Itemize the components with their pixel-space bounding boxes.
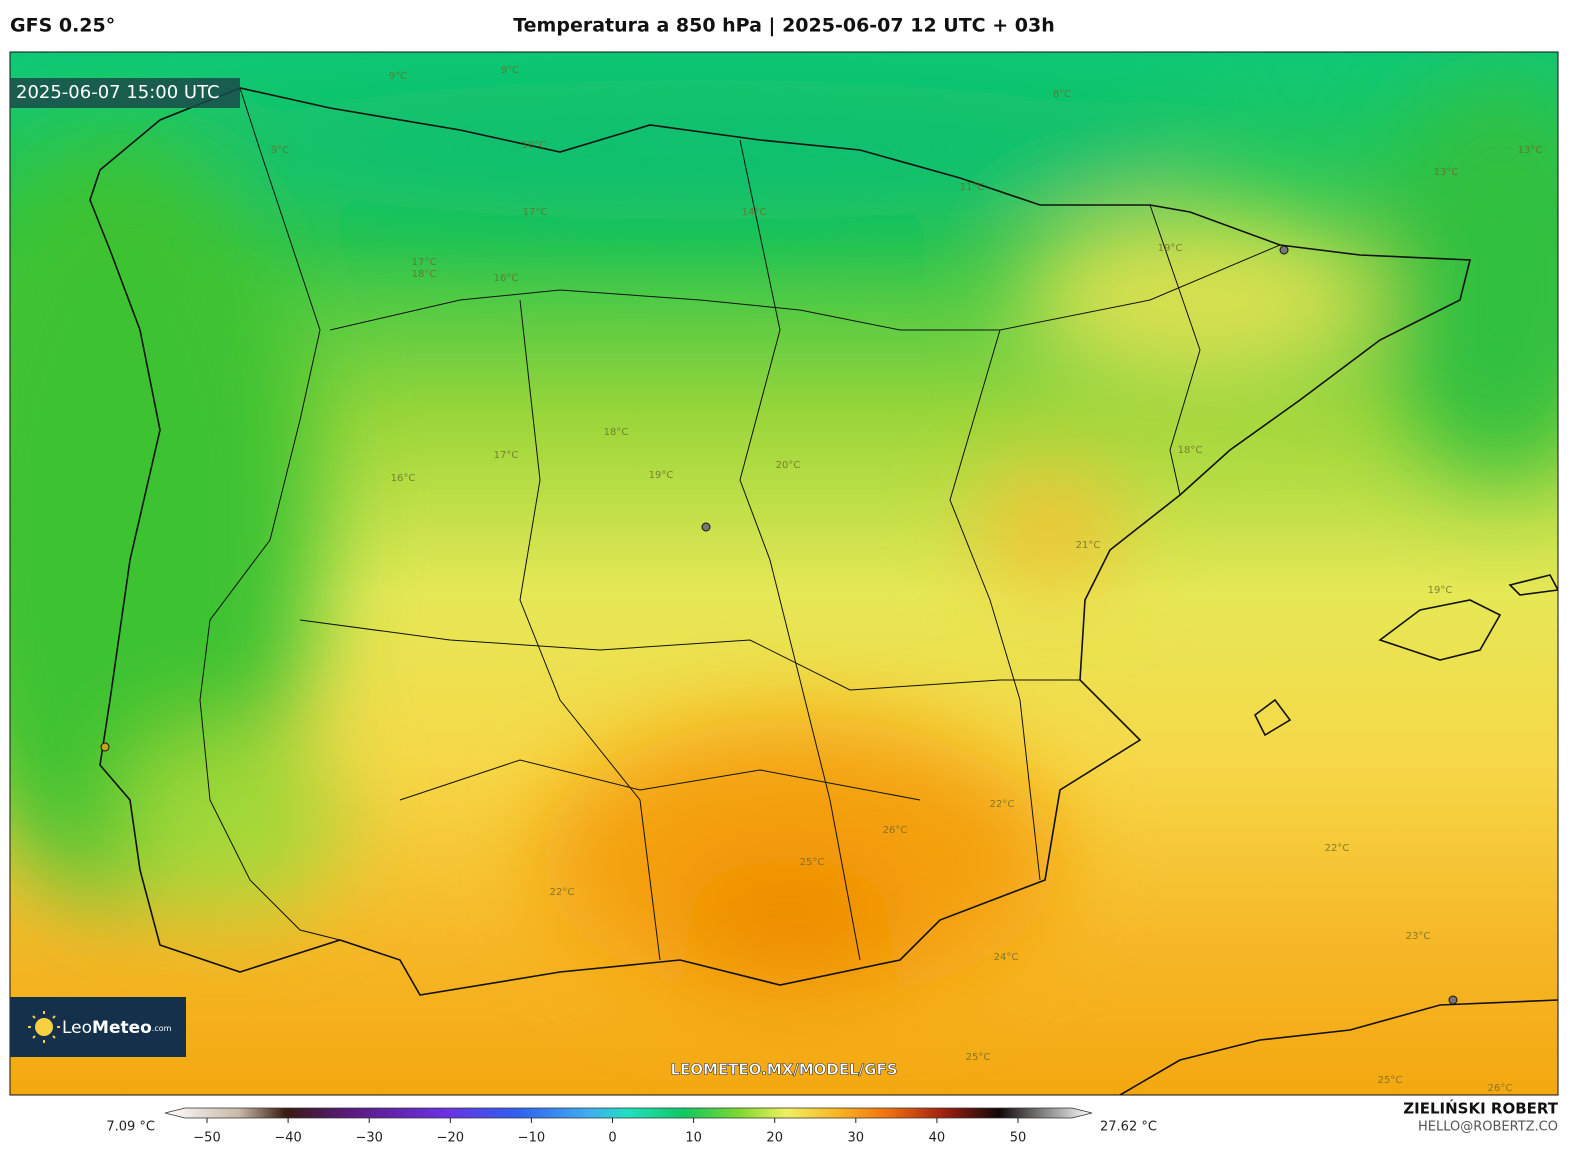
credit-author: ZIELIŃSKI ROBERT bbox=[1403, 1099, 1558, 1118]
credit-email: HELLO@ROBERTZ.CO bbox=[1418, 1120, 1558, 1135]
logo-brand-b: Meteo bbox=[92, 1018, 152, 1038]
map-title: Temperatura a 850 hPa | 2025-06-07 12 UT… bbox=[513, 15, 1055, 37]
logo-suffix: .com bbox=[152, 1024, 172, 1033]
contour-label: 18°C bbox=[412, 269, 437, 280]
colorbar-tick-label: 10 bbox=[685, 1131, 702, 1146]
contour-label: 22°C bbox=[550, 887, 575, 898]
contour-label: 20°C bbox=[776, 460, 801, 471]
map: 9°C 9°C 9°C 8°C 10°C 11°C 13°C 13°C 14°C 17°C 17°C… bbox=[10, 52, 1558, 1095]
temperature-blobs bbox=[10, 80, 1558, 1000]
coastlines bbox=[89, 87, 1558, 1095]
valid-time-box bbox=[10, 78, 240, 108]
contour-label: 25°C bbox=[1378, 1075, 1403, 1086]
colorbar-ticks: −50 −40 −30 −20 −10 0 10 20 30 40 50 bbox=[193, 1118, 1026, 1146]
city-marker bbox=[100, 742, 110, 752]
contour-label: 26°C bbox=[1488, 1083, 1513, 1094]
contour-label: 17°C bbox=[412, 257, 437, 268]
contour-label: 17°C bbox=[523, 207, 548, 218]
colorbar-min: 7.09 °C bbox=[106, 1120, 155, 1135]
colorbar-tick-label: 30 bbox=[848, 1131, 865, 1146]
contour-label: 13°C bbox=[1518, 145, 1543, 156]
contour-label: 13°C bbox=[1434, 167, 1459, 178]
colorbar-tick-label: 0 bbox=[608, 1131, 616, 1146]
contour-label: 9°C bbox=[389, 71, 407, 82]
contour-label: 16°C bbox=[391, 473, 416, 484]
city-marker bbox=[701, 522, 711, 532]
colorbar-tick-label: −40 bbox=[274, 1131, 301, 1146]
contour-label: 8°C bbox=[1053, 89, 1071, 100]
contour-label: 26°C bbox=[883, 825, 908, 836]
contour-label: 23°C bbox=[1406, 931, 1431, 942]
contour-labels: 9°C 9°C 9°C 8°C 10°C 11°C 13°C 13°C 14°C 17°C 17°C… bbox=[271, 65, 1543, 1094]
logo-rays bbox=[28, 1011, 60, 1043]
contour-label: 10°C bbox=[522, 140, 547, 151]
logo-brand-a: Leo bbox=[62, 1018, 92, 1038]
watermark: LEOMETEO.MX/MODEL/GFS bbox=[670, 1061, 897, 1079]
colorbar-tick-label: −30 bbox=[355, 1131, 382, 1146]
logo-sun bbox=[35, 1018, 53, 1036]
colorbar-max: 27.62 °C bbox=[1100, 1120, 1157, 1135]
colorbar-tick-label: −20 bbox=[437, 1131, 464, 1146]
contour-label: 19°C bbox=[1158, 243, 1183, 254]
borders bbox=[199, 87, 1281, 961]
contour-label: 17°C bbox=[494, 450, 519, 461]
contour-label: 18°C bbox=[1178, 445, 1203, 456]
contour-label: 21°C bbox=[1076, 540, 1101, 551]
map-frame bbox=[9, 51, 1559, 1096]
contour-label: 11°C bbox=[960, 182, 985, 193]
colorbar-tick-label: 50 bbox=[1010, 1131, 1027, 1146]
colorbar bbox=[164, 1107, 1093, 1119]
contour-label: 9°C bbox=[271, 145, 289, 156]
contour-label: 19°C bbox=[1428, 585, 1453, 596]
colorbar-tick-label: −50 bbox=[193, 1131, 220, 1146]
contour-label: 25°C bbox=[800, 857, 825, 868]
logo-text: LeoMeteo.com bbox=[62, 1018, 172, 1038]
contour-label: 9°C bbox=[501, 65, 519, 76]
contour-label: 19°C bbox=[649, 470, 674, 481]
colorbar-tick-label: 20 bbox=[766, 1131, 783, 1146]
contour-label: 22°C bbox=[990, 799, 1015, 810]
colorbar-tick-label: −10 bbox=[518, 1131, 545, 1146]
contour-label: 22°C bbox=[1325, 843, 1350, 854]
model-label: GFS 0.25° bbox=[10, 15, 115, 37]
contour-label: 24°C bbox=[994, 952, 1019, 963]
colorbar-tick-label: 40 bbox=[929, 1131, 946, 1146]
city-marker bbox=[1448, 995, 1458, 1005]
valid-time: 2025-06-07 15:00 UTC bbox=[16, 82, 220, 103]
contour-label: 14°C bbox=[742, 207, 767, 218]
contour-label: 25°C bbox=[966, 1052, 991, 1063]
contour-label: 16°C bbox=[494, 273, 519, 284]
city-marker bbox=[1279, 245, 1289, 255]
contour-label: 18°C bbox=[604, 427, 629, 438]
